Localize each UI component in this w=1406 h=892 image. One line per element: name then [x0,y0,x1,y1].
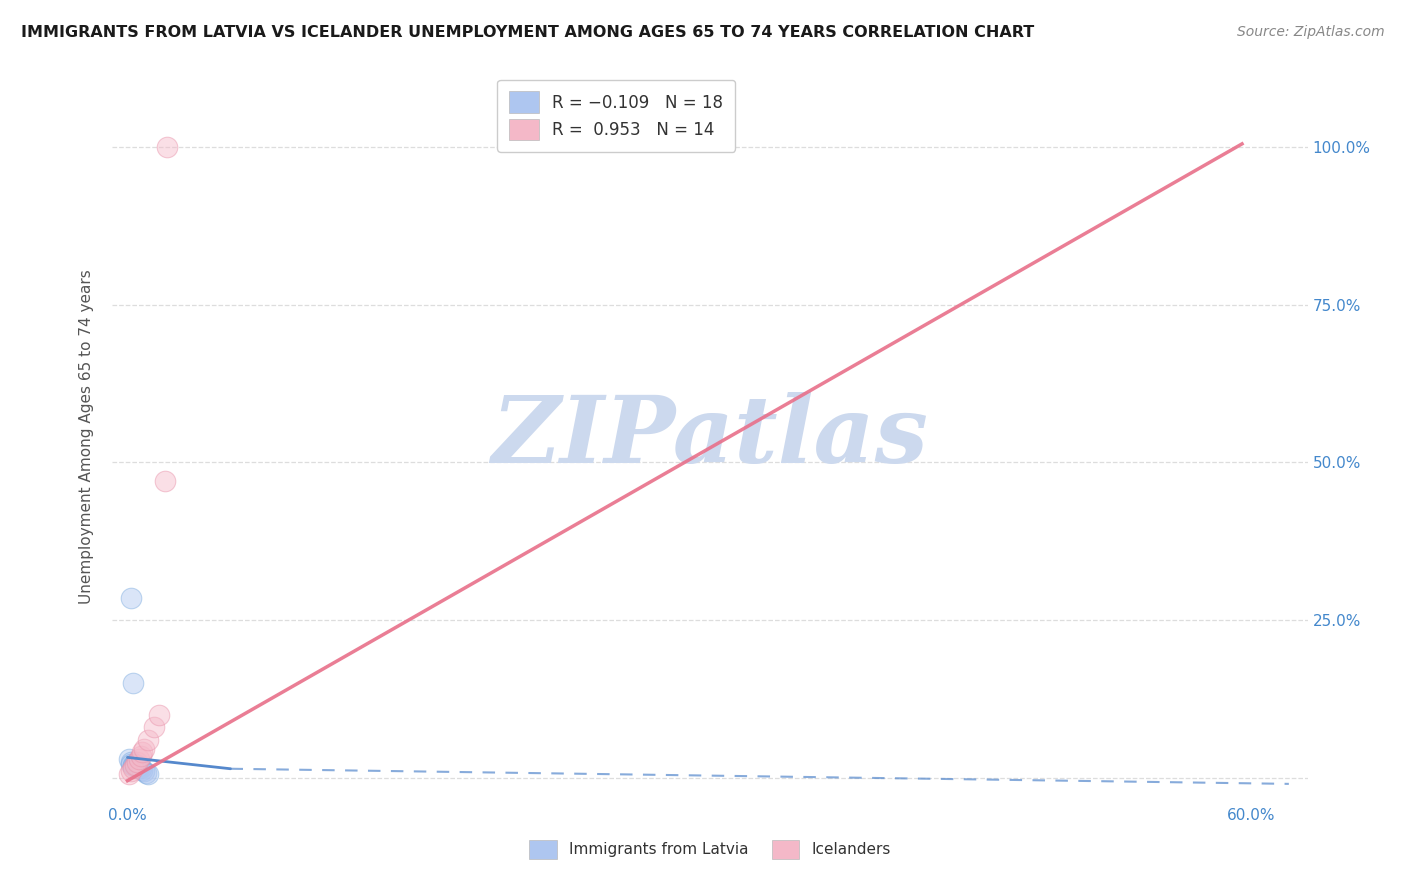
Point [129,761,152,775]
Text: IMMIGRANTS FROM LATVIA VS ICELANDER UNEMPLOYMENT AMONG AGES 65 TO 74 YEARS CORRE: IMMIGRANTS FROM LATVIA VS ICELANDER UNEM… [21,25,1035,40]
Point [124,759,146,773]
Legend: Immigrants from Latvia, Icelanders: Immigrants from Latvia, Icelanders [520,830,900,868]
Point [120,755,142,769]
Point [135,765,157,780]
Point [136,767,159,781]
Point [128,761,150,775]
Point [136,732,159,747]
Point [122,758,145,772]
Point [129,748,152,763]
Text: ZIPatlas: ZIPatlas [492,392,928,482]
Point [148,707,170,722]
Point [134,764,156,779]
Point [128,752,150,766]
Point [118,767,141,781]
Point [142,720,165,734]
Point [120,591,142,605]
Point [120,756,142,771]
Point [125,755,148,769]
Point [134,742,156,756]
Point [122,676,145,690]
Text: Source: ZipAtlas.com: Source: ZipAtlas.com [1237,25,1385,39]
Point [124,756,146,771]
Point [118,752,141,766]
Y-axis label: Unemployment Among Ages 65 to 74 years: Unemployment Among Ages 65 to 74 years [79,269,94,605]
Point [131,763,153,777]
Point [156,140,179,154]
Point [122,759,145,773]
Point [122,761,145,775]
Point [125,758,148,772]
Point [153,474,176,488]
Point [131,745,153,759]
Point [124,758,146,772]
Point [125,761,148,775]
Point [120,764,142,779]
Point [128,759,150,773]
